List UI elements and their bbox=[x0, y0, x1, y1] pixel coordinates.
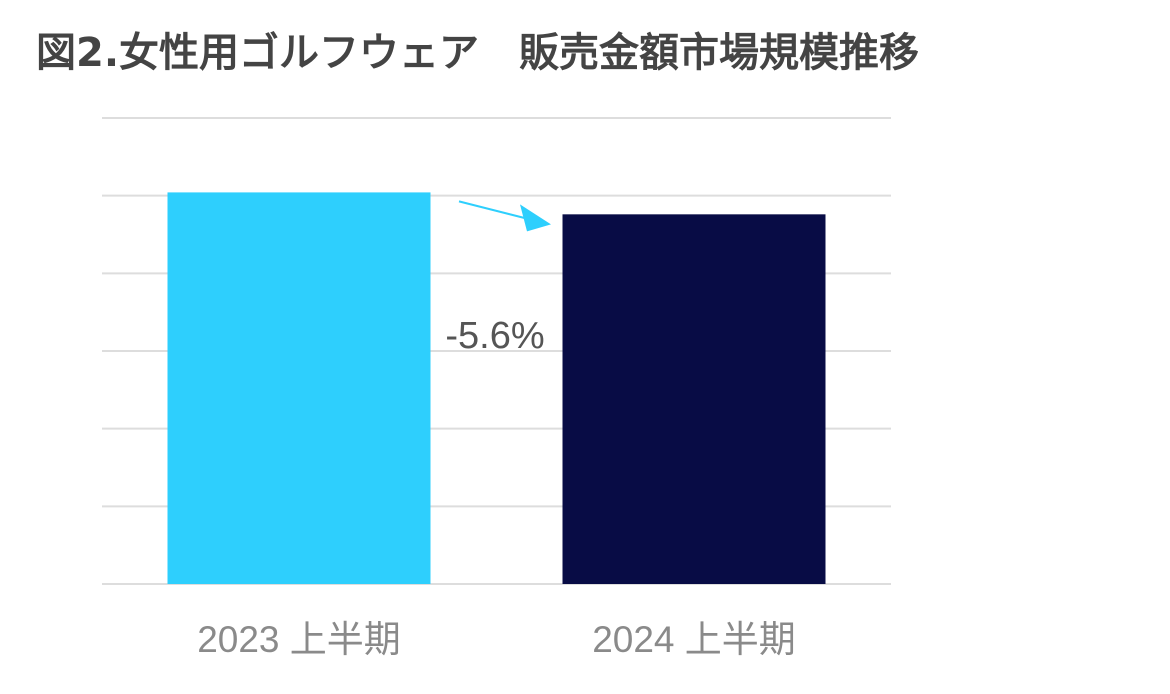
chart-title: 図2.女性用ゴルフウェア 販売金額市場規模推移 bbox=[36, 30, 920, 76]
change-arrow-line bbox=[458, 200, 527, 220]
change-arrow-head bbox=[520, 204, 551, 232]
x-tick-label: 2023 上半期 bbox=[197, 619, 401, 660]
x-tick-label: 2024 上半期 bbox=[592, 619, 796, 660]
change-annotation: -5.6% bbox=[445, 200, 551, 357]
bars bbox=[167, 192, 826, 585]
category-labels: 2023 上半期 2024 上半期 bbox=[197, 619, 796, 660]
bar-1 bbox=[167, 192, 431, 584]
bar-2 bbox=[562, 214, 826, 585]
change-percentage-label: -5.6% bbox=[445, 315, 544, 357]
